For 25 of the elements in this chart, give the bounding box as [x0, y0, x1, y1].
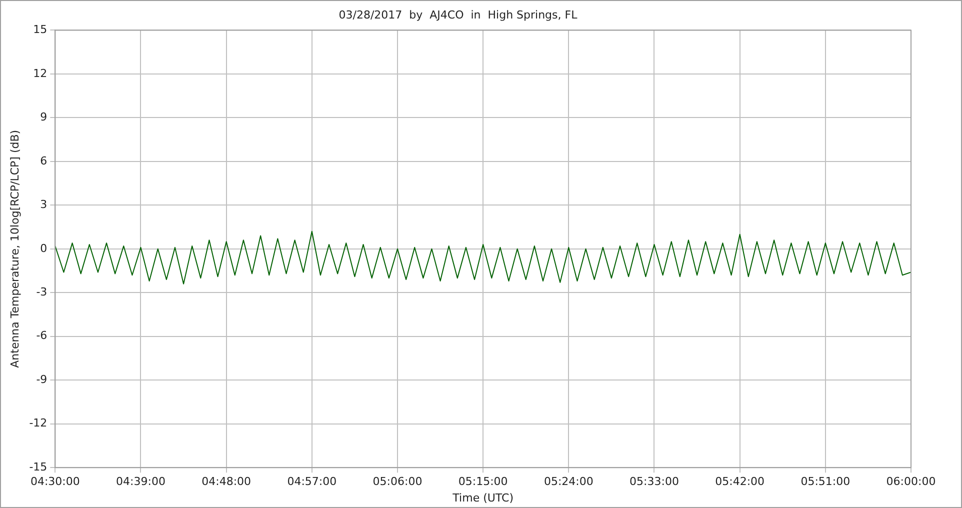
y-tick-label: -15 [29, 460, 48, 474]
y-axis-title: Antenna Temperature, 10log[RCP/LCP] (dB) [8, 130, 22, 368]
x-tick-label: 04:48:00 [202, 475, 252, 488]
y-tick-label: 15 [33, 23, 48, 36]
y-tick-label: 9 [40, 110, 48, 124]
x-tick-label: 05:15:00 [458, 475, 508, 488]
y-tick-label: -9 [36, 372, 48, 386]
y-tick-label: 12 [33, 66, 48, 80]
y-tick-label: 0 [40, 242, 48, 255]
chart-title: 03/28/2017 by AJ4CO in High Springs, FL [338, 8, 578, 22]
x-axis-title: Time (UTC) [452, 491, 514, 504]
x-tick-label: 05:42:00 [715, 475, 765, 488]
x-tick-label: 04:57:00 [287, 475, 337, 488]
x-tick-label: 05:51:00 [800, 475, 850, 488]
y-tick-label: -12 [29, 416, 48, 430]
x-tick-label: 04:30:00 [30, 475, 80, 488]
x-tick-label: 06:00:00 [886, 475, 936, 488]
y-tick-label: 6 [40, 154, 48, 168]
y-tick-label: 3 [40, 198, 48, 212]
x-tick-label: 04:39:00 [116, 475, 166, 488]
x-tick-label: 05:24:00 [544, 475, 594, 488]
y-tick-label: -6 [36, 329, 48, 342]
y-tick-label: -3 [36, 286, 48, 298]
x-tick-label: 05:06:00 [372, 475, 422, 488]
x-tick-label: 05:33:00 [630, 475, 679, 488]
